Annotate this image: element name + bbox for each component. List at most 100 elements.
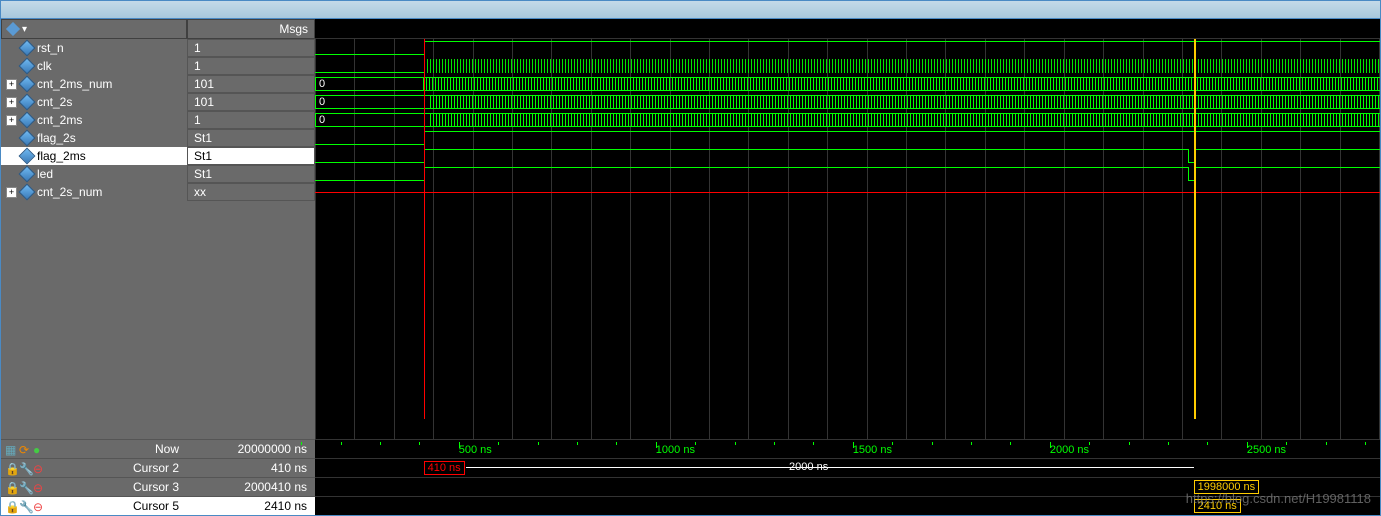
msg-row-cnt_2ms: 1 [187, 111, 315, 129]
signal-row-flag_2ms[interactable]: flag_2ms [1, 147, 187, 165]
cursor-marker[interactable]: 1998000 ns [1194, 480, 1260, 494]
bus-value: 0 [315, 95, 431, 109]
signal-name: led [37, 167, 53, 181]
now-value: 20000000 ns [238, 442, 307, 456]
ruler-label: 1500 ns [853, 444, 892, 456]
lock-icon[interactable]: 🔒 [5, 462, 17, 474]
cursor-name: Cursor 3 [133, 480, 179, 494]
msgs-header-label: Msgs [279, 22, 308, 36]
waveform-panel[interactable]: 0 0 0 [315, 19, 1380, 439]
cursor-markers: 410 ns 2000 ns 1998000 ns 2410 ns [315, 458, 1380, 515]
lock-icon[interactable]: 🔒 [5, 481, 17, 493]
waveform-area[interactable]: 0 0 0 [315, 39, 1380, 439]
expand-button[interactable]: + [6, 79, 17, 90]
wave-row-led [315, 165, 1380, 183]
cursor-value-row: 2410 ns [187, 496, 315, 515]
cursor-name: Cursor 5 [133, 499, 179, 513]
lock-icon[interactable]: 🔒 [5, 500, 17, 512]
cursor-value-row: 410 ns [187, 458, 315, 477]
remove-icon[interactable]: ⊖ [33, 462, 45, 474]
cursor-name: Cursor 2 [133, 461, 179, 475]
signal-name: flag_2s [37, 131, 76, 145]
wave-header [315, 19, 1380, 39]
msg-row-flag_2s: St1 [187, 129, 315, 147]
signal-name: clk [37, 59, 52, 73]
signal-row-cnt_2s_num[interactable]: + cnt_2s_num [1, 183, 187, 201]
wave-row-cnt_2s: 0 [315, 93, 1380, 111]
cursor-line-red[interactable] [424, 39, 425, 419]
signals-header[interactable]: ▾ [1, 19, 187, 39]
cursor-labels: 🔒🔧⊖Cursor 2🔒🔧⊖Cursor 3🔒🔧⊖Cursor 5 [1, 458, 187, 515]
cursor-label-row[interactable]: 🔒🔧⊖ Cursor 5 [1, 496, 187, 515]
signal-name: cnt_2s [37, 95, 72, 109]
signals-menu-button[interactable]: ▾ [6, 22, 27, 36]
refresh-icon[interactable]: ⟳ [19, 443, 31, 455]
signal-row-cnt_2ms[interactable]: + cnt_2ms [1, 111, 187, 129]
signal-icon [19, 148, 36, 165]
wrench-icon[interactable]: 🔧 [19, 500, 31, 512]
signal-row-rst_n[interactable]: rst_n [1, 39, 187, 57]
msg-row-cnt_2s_num: xx [187, 183, 315, 201]
expand-button[interactable]: + [6, 187, 17, 198]
signal-row-cnt_2ms_num[interactable]: + cnt_2ms_num [1, 75, 187, 93]
msg-row-cnt_2s: 101 [187, 93, 315, 111]
cursor-label-row[interactable]: 🔒🔧⊖ Cursor 3 [1, 477, 187, 496]
app-container: ▾ rst_nclk + cnt_2ms_num + cnt_2s + cnt_2msfla… [0, 0, 1381, 516]
title-bar [1, 1, 1380, 19]
add-icon[interactable]: ● [33, 443, 45, 455]
msg-row-rst_n: 1 [187, 39, 315, 57]
signal-name: cnt_2ms [37, 113, 82, 127]
bus-value: 0 [315, 113, 431, 127]
cursor-span-label: 2000 ns [789, 461, 828, 473]
cursor-label-row[interactable]: 🔒🔧⊖ Cursor 2 [1, 458, 187, 477]
wave-row-cnt_2s_num [315, 183, 1380, 201]
cursor-values: 410 ns2000410 ns2410 ns [187, 458, 315, 515]
msg-row-led: St1 [187, 165, 315, 183]
signal-row-cnt_2s[interactable]: + cnt_2s [1, 93, 187, 111]
signal-icon [19, 184, 36, 201]
wrench-icon[interactable]: 🔧 [19, 462, 31, 474]
signal-name: flag_2ms [37, 149, 86, 163]
bottom-left-panel: ▦ ⟳ ● Now 🔒🔧⊖Cursor 2🔒🔧⊖Cursor 3🔒🔧⊖Curso… [1, 439, 187, 515]
cursor-marker[interactable]: 410 ns [424, 461, 465, 475]
expand-button[interactable]: + [6, 97, 17, 108]
bottom-mid-panel: 20000000 ns 410 ns2000410 ns2410 ns [187, 439, 315, 515]
ruler-label: 500 ns [459, 444, 492, 456]
expand-button[interactable]: + [6, 115, 17, 126]
remove-icon[interactable]: ⊖ [33, 500, 45, 512]
wave-row-cnt_2ms_num: 0 [315, 75, 1380, 93]
cursor-marker-row[interactable]: 2410 ns [315, 496, 1380, 515]
cursor-marker-row[interactable]: 410 ns 2000 ns [315, 458, 1380, 477]
signal-icon [19, 166, 36, 183]
wave-row-flag_2s [315, 129, 1380, 147]
now-row: ▦ ⟳ ● Now [1, 439, 187, 458]
msgs-list: 111011011St1St1St1xx [187, 39, 315, 439]
bus-value: 0 [315, 77, 424, 91]
signal-icon [19, 76, 36, 93]
main-area: ▾ rst_nclk + cnt_2ms_num + cnt_2s + cnt_2msfla… [1, 19, 1380, 439]
signal-row-led[interactable]: led [1, 165, 187, 183]
cursor-value-row: 2000410 ns [187, 477, 315, 496]
signal-name: cnt_2s_num [37, 185, 102, 199]
signal-name: cnt_2ms_num [37, 77, 112, 91]
cursor-line-yellow[interactable] [1194, 39, 1196, 419]
wave-signals: 0 0 0 [315, 39, 1380, 201]
msg-row-cnt_2ms_num: 101 [187, 75, 315, 93]
cursor-marker[interactable]: 2410 ns [1194, 499, 1241, 513]
signal-row-clk[interactable]: clk [1, 57, 187, 75]
time-ruler[interactable]: 500 ns1000 ns1500 ns2000 ns2500 ns [315, 439, 1380, 458]
msgs-panel: Msgs 111011011St1St1St1xx [187, 19, 315, 439]
remove-icon[interactable]: ⊖ [33, 481, 45, 493]
wrench-icon[interactable]: 🔧 [19, 481, 31, 493]
signal-icon [19, 112, 36, 129]
bottom-panel: ▦ ⟳ ● Now 🔒🔧⊖Cursor 2🔒🔧⊖Cursor 3🔒🔧⊖Curso… [1, 439, 1380, 515]
msgs-header: Msgs [187, 19, 315, 39]
now-label: Now [155, 442, 179, 456]
cursor-marker-row[interactable]: 1998000 ns [315, 477, 1380, 496]
screen-icon[interactable]: ▦ [5, 443, 17, 455]
wave-row-flag_2ms [315, 147, 1380, 165]
signal-row-flag_2s[interactable]: flag_2s [1, 129, 187, 147]
signal-icon [19, 58, 36, 75]
bottom-right-panel: 500 ns1000 ns1500 ns2000 ns2500 ns 410 n… [315, 439, 1380, 515]
signal-list: rst_nclk + cnt_2ms_num + cnt_2s + cnt_2ms flag_… [1, 39, 187, 439]
